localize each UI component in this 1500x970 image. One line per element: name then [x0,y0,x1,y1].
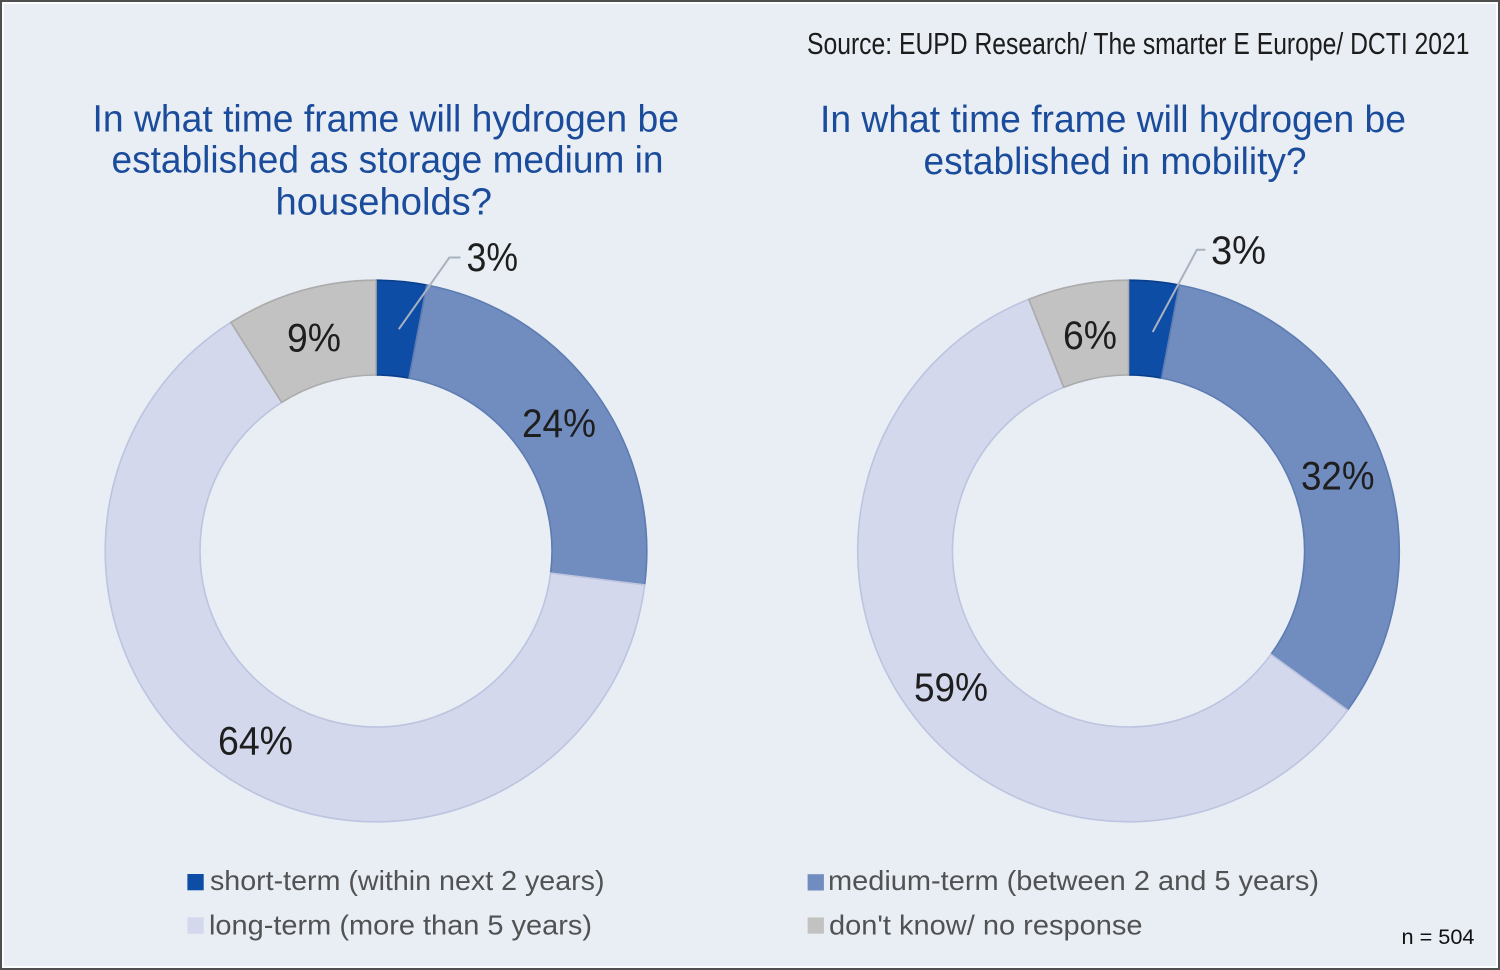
svg-text:59%: 59% [914,666,988,710]
svg-text:64%: 64% [218,720,293,764]
svg-text:don't know/ no response: don't know/ no response [829,910,1143,941]
svg-text:n = 504: n = 504 [1402,925,1475,949]
svg-text:long-term (more than 5 years): long-term (more than 5 years) [209,910,592,941]
svg-text:Source: EUPD Research/ The sma: Source: EUPD Research/ The smarter E Eur… [807,26,1470,61]
svg-text:32%: 32% [1301,454,1375,498]
svg-text:medium-term (between 2 and 5 y: medium-term (between 2 and 5 years) [828,865,1319,896]
svg-text:6%: 6% [1063,314,1117,358]
svg-text:established as storage medium: established as storage medium in [112,140,664,182]
svg-text:households?: households? [276,182,493,224]
svg-text:3%: 3% [467,236,519,280]
svg-text:In what time frame will hydrog: In what time frame will hydrogen be [93,99,680,141]
svg-text:24%: 24% [522,402,596,446]
svg-text:9%: 9% [287,316,341,360]
svg-text:3%: 3% [1211,229,1266,273]
svg-text:established in mobility?: established in mobility? [924,141,1307,183]
svg-text:short-term (within next 2 year: short-term (within next 2 years) [210,865,605,896]
svg-text:In what time frame will hydrog: In what time frame will hydrogen be [820,99,1406,141]
